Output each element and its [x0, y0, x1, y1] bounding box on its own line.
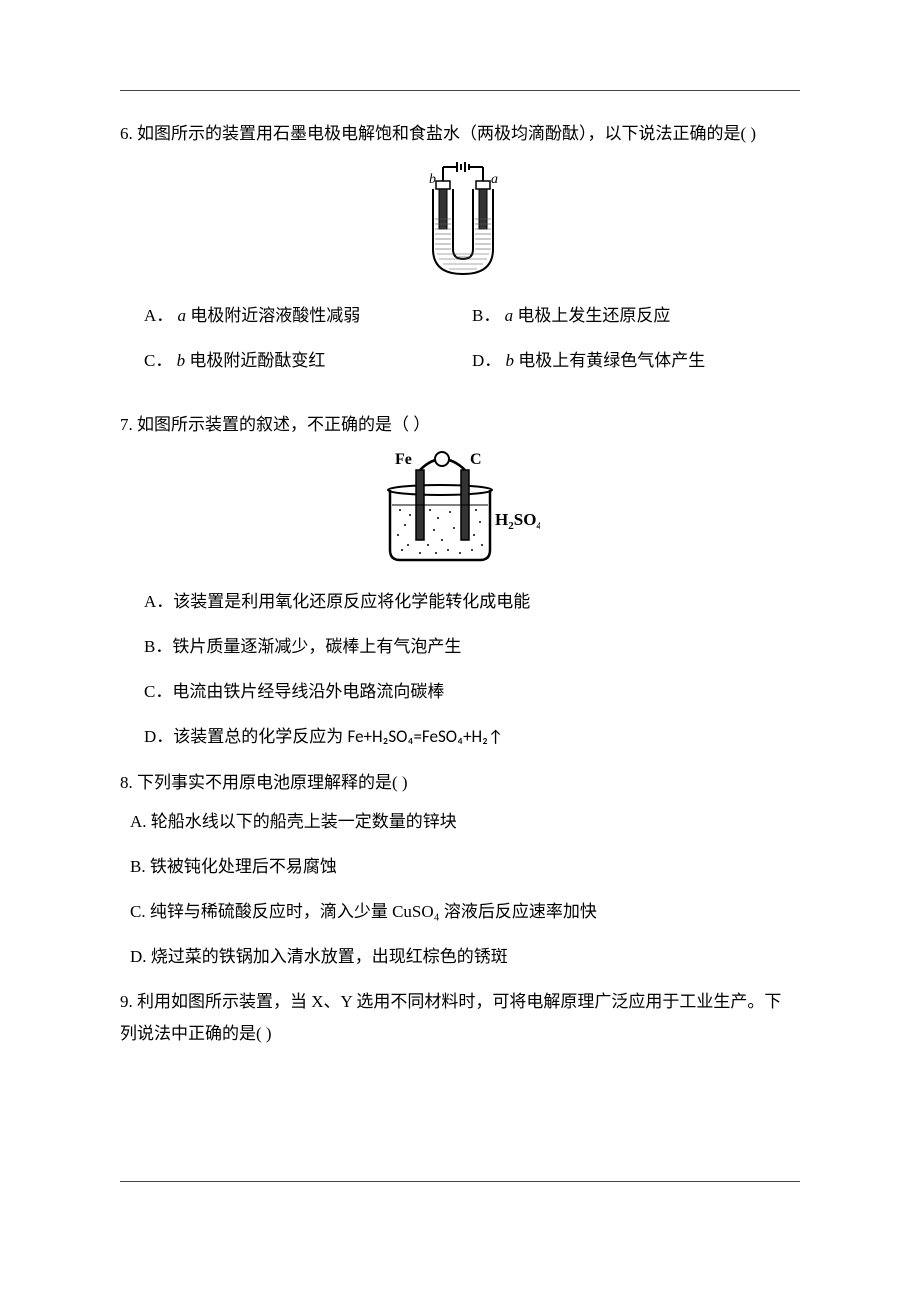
- q9-number: 9.: [120, 992, 133, 1011]
- q7-option-c: C．电流由铁片经导线沿外电路流向碳棒: [144, 678, 800, 705]
- q7-d-eq: Fe+H₂SO₄=FeSO₄+H₂↑: [348, 726, 504, 747]
- footer-rule: [120, 1181, 800, 1182]
- q6-a-tail: 电极附近溶液酸性减弱: [190, 306, 360, 325]
- header-rule: [120, 90, 800, 91]
- q6-option-d: D． b 电极上有黄绿色气体产生: [472, 347, 800, 374]
- q6-option-c: C． b 电极附近酚酞变红: [144, 347, 472, 374]
- q9-text1: 利用如图所示装置，当 X、Y 选用不同材料时，可将电解原理广泛应用于工业生产。下: [137, 992, 781, 1011]
- q6-c-tail: 电极附近酚酞变红: [189, 351, 325, 370]
- q6-d-var: b: [506, 351, 515, 370]
- q6-b-var: a: [505, 306, 514, 325]
- q7-galvanic-diagram: Fe C H2SO4: [380, 450, 540, 565]
- q6-option-b: B． a 电极上发生还原反应: [472, 302, 800, 329]
- q7-option-b: B．铁片质量逐渐减少，碳棒上有气泡产生: [144, 633, 800, 660]
- q6-label-b: b: [429, 172, 436, 187]
- q6-c-prefix: C．: [144, 351, 172, 370]
- q7-label-fe: Fe: [395, 451, 412, 468]
- q6-d-prefix: D．: [472, 351, 501, 370]
- q8-option-c: C. 纯锌与稀硫酸反应时，滴入少量 CuSO₄ 溶液后反应速率加快: [130, 898, 800, 925]
- q6-option-a: A． a 电极附近溶液酸性减弱: [144, 302, 472, 329]
- q7-stem: 7. 如图所示装置的叙述，不正确的是（ ）: [120, 411, 800, 438]
- q7-number: 7.: [120, 415, 133, 434]
- q8-option-d: D. 烧过菜的铁锅加入清水放置，出现红棕色的锈斑: [130, 943, 800, 970]
- q7-option-a: A．该装置是利用氧化还原反应将化学能转化成电能: [144, 588, 800, 615]
- q8-stem: 8. 下列事实不用原电池原理解释的是( ): [120, 769, 800, 796]
- q6-options: A． a 电极附近溶液酸性减弱 B． a 电极上发生还原反应 C． b 电极附近…: [144, 302, 800, 392]
- q6-b-prefix: B．: [472, 306, 500, 325]
- q6-d-tail: 电极上有黄绿色气体产生: [518, 351, 705, 370]
- q6-text: 如图所示的装置用石墨电极电解饱和食盐水（两极均滴酚酞），以下说法正确的是( ): [137, 124, 756, 143]
- q8-option-b: B. 铁被钝化处理后不易腐蚀: [130, 853, 800, 880]
- q7-figure: Fe C H2SO4: [120, 450, 800, 570]
- q8-options: A. 轮船水线以下的船壳上装一定数量的锌块 B. 铁被钝化处理后不易腐蚀 C. …: [130, 808, 800, 971]
- q6-a-var: a: [178, 306, 187, 325]
- page: 6. 如图所示的装置用石墨电极电解饱和食盐水（两极均滴酚酞），以下说法正确的是(…: [0, 0, 920, 1302]
- q9-stem-line1: 9. 利用如图所示装置，当 X、Y 选用不同材料时，可将电解原理广泛应用于工业生…: [120, 988, 800, 1015]
- q6-c-var: b: [177, 351, 186, 370]
- q7-options: A．该装置是利用氧化还原反应将化学能转化成电能 B．铁片质量逐渐减少，碳棒上有气…: [144, 588, 800, 751]
- q8-option-a: A. 轮船水线以下的船壳上装一定数量的锌块: [130, 808, 800, 835]
- q6-number: 6.: [120, 124, 133, 143]
- q6-a-prefix: A．: [144, 306, 173, 325]
- q9-stem-line2: 列说法中正确的是( ): [120, 1020, 800, 1047]
- q7-label-c: C: [470, 451, 482, 468]
- q8-text: 下列事实不用原电池原理解释的是( ): [137, 773, 408, 792]
- q6-figure: b a: [120, 159, 800, 284]
- q8-number: 8.: [120, 773, 133, 792]
- q7-text: 如图所示装置的叙述，不正确的是（ ）: [137, 415, 430, 434]
- q6-b-tail: 电极上发生还原反应: [517, 306, 670, 325]
- q7-option-d: D．该装置总的化学反应为 Fe+H₂SO₄=FeSO₄+H₂↑: [144, 723, 800, 750]
- q7-d-pre: D．该装置总的化学反应为: [144, 727, 348, 746]
- q6-electrolysis-diagram: b a: [403, 159, 518, 279]
- q6-label-a: a: [491, 172, 498, 187]
- q7-label-solution: H2SO4: [495, 510, 540, 532]
- q6-stem: 6. 如图所示的装置用石墨电极电解饱和食盐水（两极均滴酚酞），以下说法正确的是(…: [120, 120, 800, 147]
